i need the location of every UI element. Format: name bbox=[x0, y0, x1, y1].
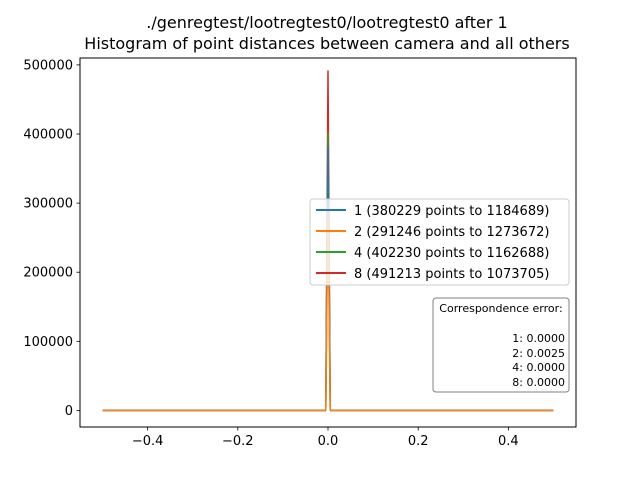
y-axis: 0 100000 200000 300000 400000 500000 bbox=[23, 58, 80, 419]
annotation-line-4: 4: 0.0000 bbox=[512, 361, 565, 374]
annotation-frame bbox=[432, 297, 570, 393]
y-tick-label: 200000 bbox=[23, 266, 73, 281]
legend: 1 (380229 points to 1184689) 2 (291246 po… bbox=[309, 198, 570, 286]
annotation-line-8: 8: 0.0000 bbox=[512, 376, 565, 389]
annotation-line-2: 2: 0.0025 bbox=[512, 347, 565, 360]
annotation-title: Correspondence error: bbox=[439, 302, 562, 315]
annotation-line-1: 1: 0.0000 bbox=[512, 332, 565, 345]
y-tick-label: 500000 bbox=[23, 58, 73, 73]
y-tick-label: 0 bbox=[65, 404, 73, 419]
legend-label-2: 4 (402230 points to 1162688) bbox=[354, 246, 549, 261]
legend-label-3: 8 (491213 points to 1073705) bbox=[354, 267, 549, 282]
legend-label-0: 1 (380229 points to 1184689) bbox=[354, 204, 549, 219]
correspondence-error-box: Correspondence error: 1: 0.0000 2: 0.002… bbox=[432, 297, 570, 393]
x-axis: −0.4 −0.2 0.0 0.2 0.4 bbox=[132, 427, 519, 449]
chart-title-line2: Histogram of point distances between cam… bbox=[84, 34, 569, 53]
x-tick-label: 0.0 bbox=[318, 434, 339, 449]
legend-box bbox=[309, 198, 570, 286]
x-tick-label: −0.2 bbox=[222, 434, 254, 449]
y-tick-label: 400000 bbox=[23, 128, 73, 143]
x-tick-label: −0.4 bbox=[132, 434, 164, 449]
legend-label-1: 2 (291246 points to 1273672) bbox=[354, 225, 549, 240]
y-tick-label: 100000 bbox=[23, 335, 73, 350]
x-tick-label: 0.4 bbox=[498, 434, 519, 449]
chart-title-line1: ./genregtest/lootregtest0/lootregtest0 a… bbox=[146, 13, 507, 32]
x-tick-label: 0.2 bbox=[408, 434, 429, 449]
y-tick-label: 300000 bbox=[23, 197, 73, 212]
